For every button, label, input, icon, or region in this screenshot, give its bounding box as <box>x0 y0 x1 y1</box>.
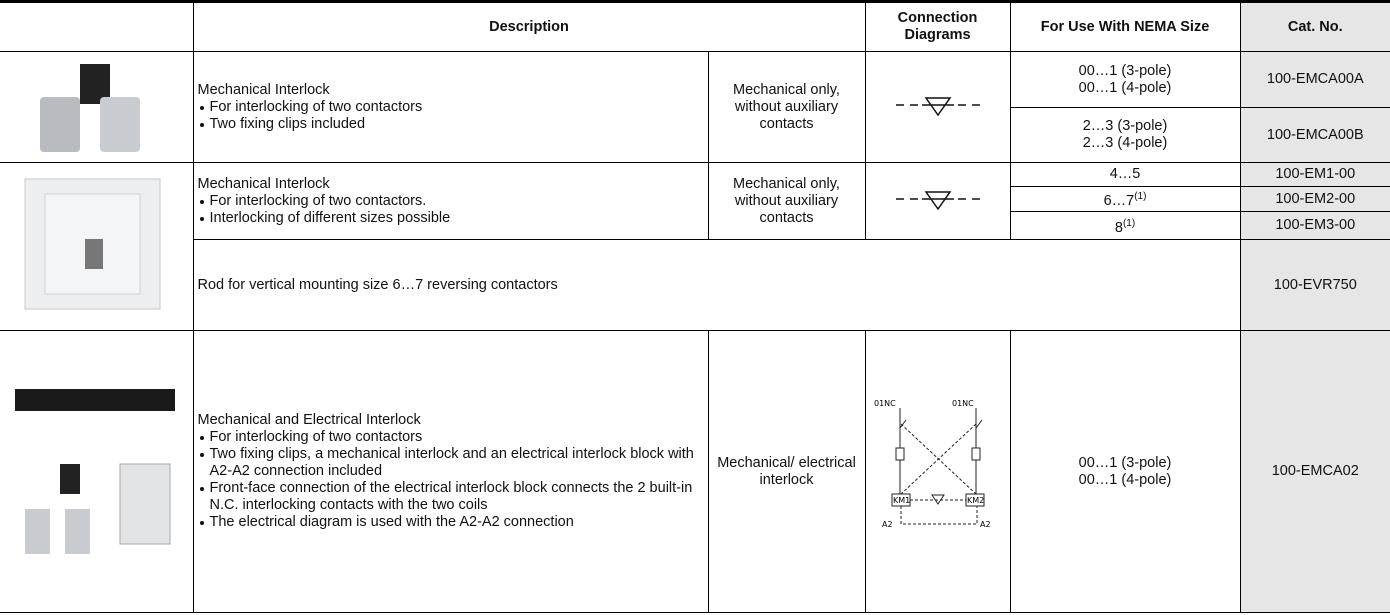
cat-no: 100-EMCA02 <box>1239 330 1390 613</box>
description: Mechanical and Electrical Interlock For i… <box>192 330 709 613</box>
product-photo <box>24 178 161 310</box>
diagram-label: KM2 <box>967 496 984 505</box>
nema: 4…5 <box>1009 162 1241 187</box>
header-cell: Description <box>192 1 866 52</box>
header-cell: Connection Diagrams <box>864 1 1011 52</box>
cat-no: 100-EMCA00A <box>1239 51 1390 108</box>
bullet: Two fixing clips included <box>199 116 704 133</box>
row: Mechanical and Electrical Interlock For i… <box>0 330 1390 613</box>
diagram-label: A2 <box>882 520 893 529</box>
diagram-label: KM1 <box>893 496 910 505</box>
row: Mechanical Interlock For interlocking of … <box>0 51 1390 163</box>
diagram: 01NC 01NC KM1 KM2 A2 A2 <box>864 330 1011 613</box>
title: Mechanical and Electrical Interlock <box>197 412 421 428</box>
description: Mechanical Interlock For interlocking of … <box>192 51 709 163</box>
row: Rod for vertical mounting size 6…7 rever… <box>0 239 1390 331</box>
bullet: Two fixing clips, a mechanical interlock… <box>199 446 704 480</box>
bullet: Front-face connection of the electrical … <box>199 480 704 514</box>
cat-no: 100-EM2-00 <box>1239 186 1390 212</box>
bullets: For interlocking of two contactors Two fi… <box>198 99 704 133</box>
diagram-label: A2 <box>980 520 991 529</box>
bullets: For interlocking of two contactors. Inter… <box>198 193 704 227</box>
photo-cell <box>0 330 194 613</box>
nema-line: 00…1 (4-pole) <box>1078 79 1172 96</box>
header-cell: Cat. No. <box>1239 1 1390 52</box>
nema-line: 00…1 (3-pole) <box>1078 62 1172 79</box>
empty-header <box>0 1 194 52</box>
function: Mechanical only, without auxiliary conta… <box>707 162 866 240</box>
footnote: (1) <box>1134 191 1147 203</box>
bullet: For interlocking of two contactors <box>199 429 704 446</box>
nema-line: 8 <box>1114 219 1123 236</box>
diagram <box>864 51 1011 163</box>
photo-cell <box>0 162 194 331</box>
cat-no: 100-EM3-00 <box>1239 211 1390 240</box>
cat-no: 100-EVR750 <box>1239 239 1390 331</box>
bullet: Interlocking of different sizes possible <box>199 210 704 227</box>
bullet: For interlocking of two contactors. <box>199 193 704 210</box>
row: Mechanical Interlock For interlocking of … <box>0 162 1390 331</box>
bullets: For interlocking of two contactors Two fi… <box>198 429 704 531</box>
nema-line: 2…3 (4-pole) <box>1082 135 1168 151</box>
nema-line: 6…7 <box>1103 192 1135 209</box>
title: Mechanical Interlock <box>197 175 330 192</box>
description: Mechanical Interlock For interlocking of … <box>192 162 709 240</box>
diagram-label: 01NC <box>874 399 896 408</box>
header-cell: For Use With NEMA Size <box>1009 1 1241 52</box>
electrical-diagram: 01NC 01NC KM1 KM2 A2 A2 <box>874 399 991 529</box>
cat-no: 100-EM1-00 <box>1239 162 1390 187</box>
extra-description: Rod for vertical mounting size 6…7 rever… <box>193 239 1241 331</box>
photo-cell <box>0 51 194 163</box>
interlock-symbol <box>895 96 980 116</box>
footnote: (1) <box>1122 217 1136 229</box>
bullet: For interlocking of two contactors <box>199 99 704 116</box>
nema-line: 2…3 (3-pole) <box>1082 118 1168 134</box>
nema: 6…7(1) <box>1010 186 1241 212</box>
interlock-symbol <box>895 190 980 210</box>
nema: 00…1 (3-pole) 00…1 (4-pole) <box>1009 330 1241 613</box>
nema: 2…3 (3-pole) 2…3 (4-pole) <box>1010 107 1241 163</box>
function: Mechanical/ electrical interlock <box>707 330 866 613</box>
nema-line: 00…1 (4-pole) <box>1078 471 1172 488</box>
header-row: Description Connection Diagrams For Use … <box>0 1 1390 52</box>
nema: 00…1 (3-pole) 00…1 (4-pole) <box>1009 51 1241 108</box>
title: Mechanical Interlock <box>197 81 330 98</box>
product-photo <box>40 64 140 152</box>
nema: 8(1) <box>1010 211 1241 240</box>
row: 6…7(1) 100-EM2-00 <box>0 186 1390 212</box>
function: Mechanical only, without auxiliary conta… <box>707 51 866 163</box>
cat-no: 100-EMCA00B <box>1239 107 1390 163</box>
bullet: The electrical diagram is used with the … <box>199 514 704 531</box>
diagram-label: 01NC <box>952 399 974 408</box>
nema-line: 00…1 (3-pole) <box>1078 454 1172 471</box>
product-photo <box>15 389 175 554</box>
diagram <box>864 162 1011 240</box>
